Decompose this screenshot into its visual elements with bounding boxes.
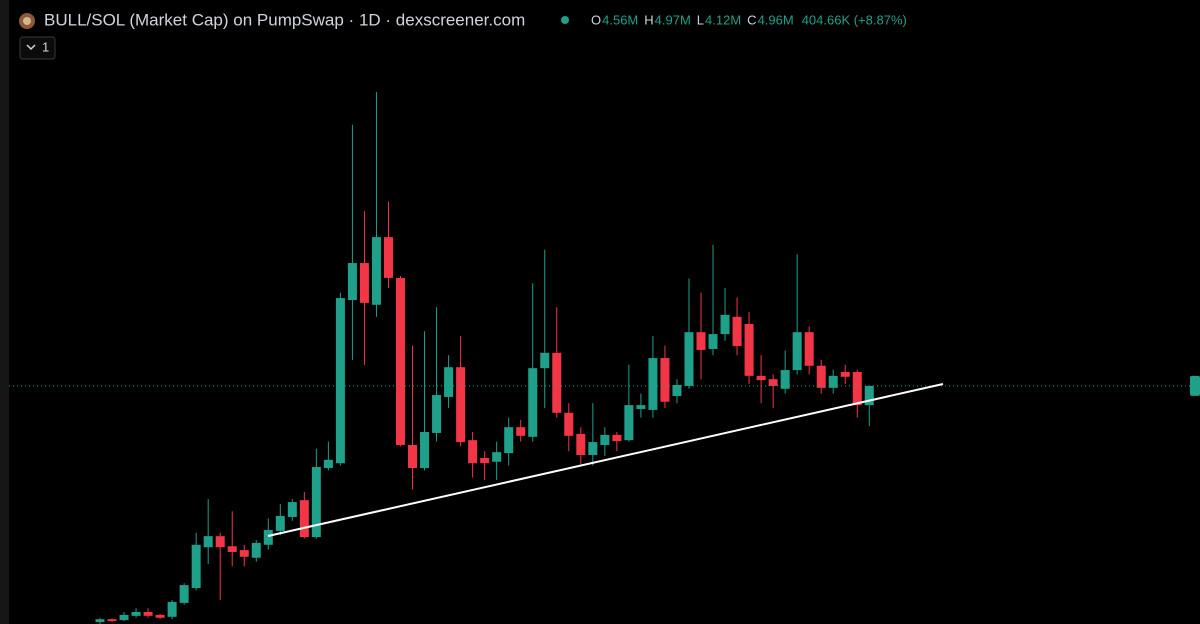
candle-body — [408, 444, 418, 468]
candle-body — [564, 412, 574, 436]
candle-body — [756, 375, 766, 381]
candle-body — [624, 405, 634, 441]
candle-body — [552, 352, 562, 413]
token-icon-inner — [23, 17, 31, 25]
candle-body — [816, 365, 826, 388]
legend-key: H — [644, 12, 653, 27]
candle-body — [732, 316, 742, 347]
candle-body — [492, 452, 502, 462]
candle-body — [420, 432, 430, 468]
candle-body — [708, 334, 718, 349]
candle-body — [744, 324, 754, 376]
candle-body — [468, 440, 478, 464]
candle-body — [396, 277, 405, 445]
legend-key: L — [697, 12, 704, 27]
ohlc-legend: O 4.56M H 4.97M L 4.12M C 4.96M 404.66K (+8.87%) — [591, 12, 907, 27]
candle-body — [263, 529, 273, 545]
candle-body — [155, 614, 165, 618]
candle-body — [107, 619, 117, 622]
candle-body — [780, 370, 790, 389]
candle-body — [371, 237, 381, 305]
left-border — [0, 0, 9, 624]
candle-body — [131, 612, 141, 616]
candle-body — [311, 467, 321, 538]
candle-body — [672, 384, 682, 396]
legend-value: 4.96M — [758, 12, 794, 27]
candle-body — [167, 601, 177, 617]
candle-body — [588, 442, 598, 456]
legend-key: C — [747, 12, 756, 27]
trend-line — [267, 383, 944, 537]
candle-body — [540, 352, 550, 369]
chevron-icon — [26, 44, 36, 51]
candle-body — [215, 536, 225, 548]
candle-body — [636, 405, 646, 409]
candle-body — [768, 379, 778, 386]
candle-body — [660, 358, 670, 402]
candle-body — [383, 237, 393, 278]
candle-body — [444, 367, 454, 397]
candle-body — [287, 502, 297, 517]
chart-title: BULL/SOL (Market Cap) on PumpSwap · 1D ·… — [44, 10, 525, 29]
candle-body — [612, 434, 622, 442]
candle-body — [323, 459, 333, 468]
candle-body — [275, 516, 285, 531]
candle-body — [251, 542, 261, 558]
candle-body — [696, 332, 706, 350]
candle-body — [840, 372, 850, 377]
candle-body — [792, 332, 802, 371]
candle-body — [335, 298, 345, 464]
candle-body — [804, 332, 814, 366]
candle-body — [600, 434, 610, 445]
candle-body — [516, 427, 526, 436]
candle-body — [648, 358, 658, 410]
candle-body — [864, 385, 874, 406]
legend-value: 4.97M — [655, 12, 691, 27]
candle-body — [828, 375, 838, 388]
candle-body — [347, 263, 357, 300]
candle-body — [480, 457, 490, 464]
interval-button[interactable] — [19, 36, 56, 60]
status-dot — [561, 16, 569, 24]
candle-body — [684, 332, 694, 386]
interval-label[interactable]: 1 — [42, 39, 49, 54]
candle-body — [227, 546, 237, 552]
candle-body — [720, 314, 730, 335]
candle-body — [528, 368, 538, 437]
candle-body — [456, 367, 466, 443]
candle-body — [119, 614, 129, 621]
plot — [9, 92, 1200, 624]
price-tag — [1190, 375, 1200, 396]
candle-body — [299, 500, 309, 538]
candle-body — [432, 395, 442, 433]
candle-body — [852, 372, 862, 406]
candle-body — [504, 427, 514, 454]
legend-value: 4.56M — [602, 12, 638, 27]
candle-body — [576, 433, 586, 456]
candle-body — [239, 550, 249, 557]
legend-value: 4.12M — [705, 12, 741, 27]
candle-body — [143, 612, 153, 616]
candle-body — [95, 619, 105, 623]
legend-change: 404.66K (+8.87%) — [802, 12, 907, 27]
candle-body — [203, 536, 213, 548]
candle-body — [179, 585, 189, 603]
legend-key: O — [591, 12, 601, 27]
candle-body — [359, 263, 369, 303]
candle-body — [191, 544, 201, 588]
